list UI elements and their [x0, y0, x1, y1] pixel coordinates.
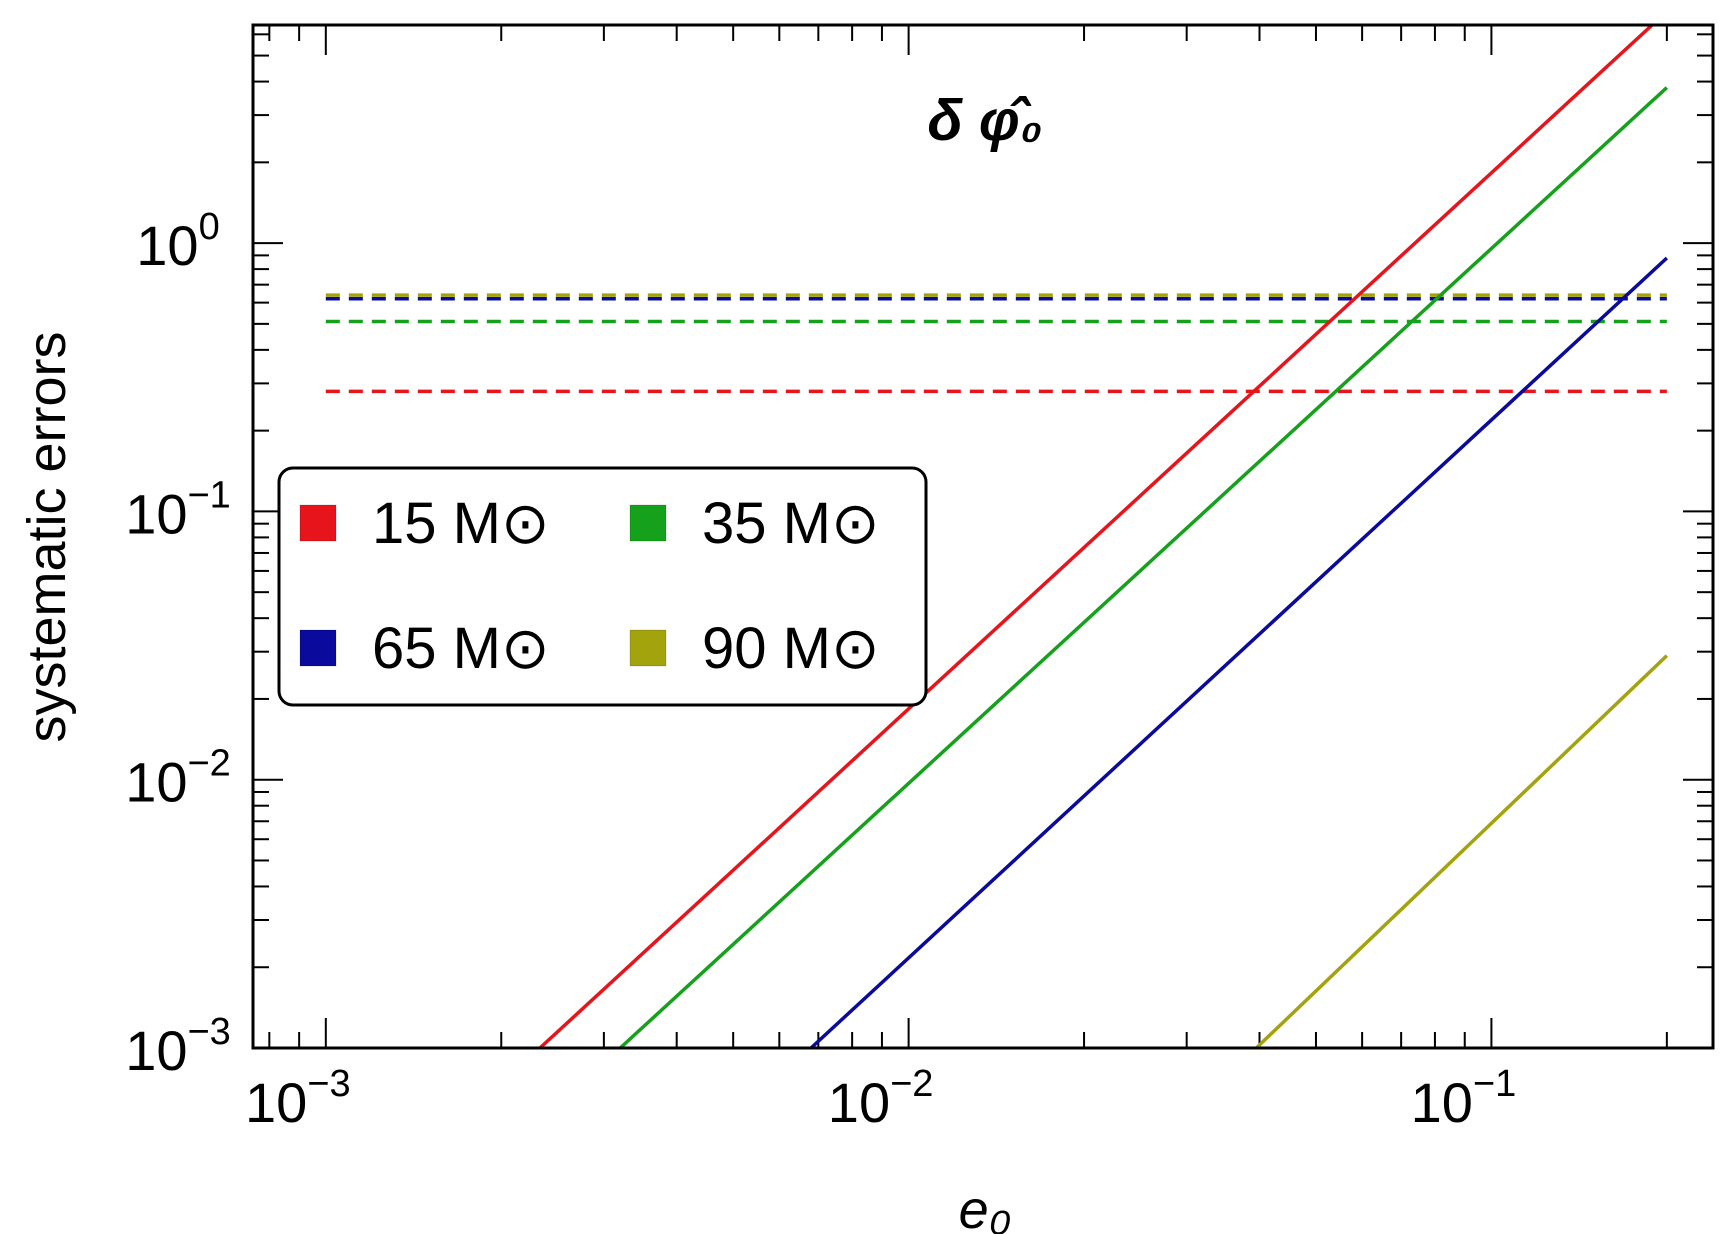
legend-swatch	[299, 504, 337, 542]
plot-frame	[251, 23, 1715, 1050]
series-line	[538, 25, 1655, 1048]
series-line	[1255, 654, 1669, 1048]
legend-swatch	[629, 629, 667, 667]
x-axis-label: e₀	[959, 1180, 1012, 1234]
y-tick-label: 100	[136, 206, 219, 277]
y-tick-labels: 10−3 10−2 10−1 100	[125, 206, 231, 1082]
legend-swatch	[299, 629, 337, 667]
legend: 15 M⊙ 35 M⊙ 65 M⊙ 90 M⊙	[277, 466, 928, 707]
series-line	[809, 256, 1669, 1048]
legend-label: 90 M⊙	[702, 616, 880, 681]
legend-box	[277, 466, 928, 707]
solid-lines	[538, 25, 1669, 1048]
y-tick-label: 10−2	[125, 743, 231, 814]
x-tick-labels: 10−3 10−2 10−1	[245, 1063, 1516, 1134]
y-axis-label: systematic errors	[17, 331, 77, 742]
x-tick-label: 10−3	[245, 1063, 351, 1134]
x-tick-label: 10−1	[1411, 1063, 1517, 1134]
legend-label: 35 M⊙	[702, 491, 880, 556]
legend-label: 15 M⊙	[372, 491, 550, 556]
dashed-lines	[325, 293, 1667, 394]
legend-label: 65 M⊙	[372, 616, 550, 681]
series-line	[619, 86, 1669, 1048]
legend-swatch	[629, 504, 667, 542]
y-tick-label: 10−1	[125, 474, 231, 545]
x-tick-label: 10−2	[828, 1063, 934, 1134]
chart-title: δ φ̂₀	[927, 88, 1042, 153]
y-tick-label: 10−3	[125, 1011, 231, 1082]
axis-ticks	[253, 25, 1713, 1049]
